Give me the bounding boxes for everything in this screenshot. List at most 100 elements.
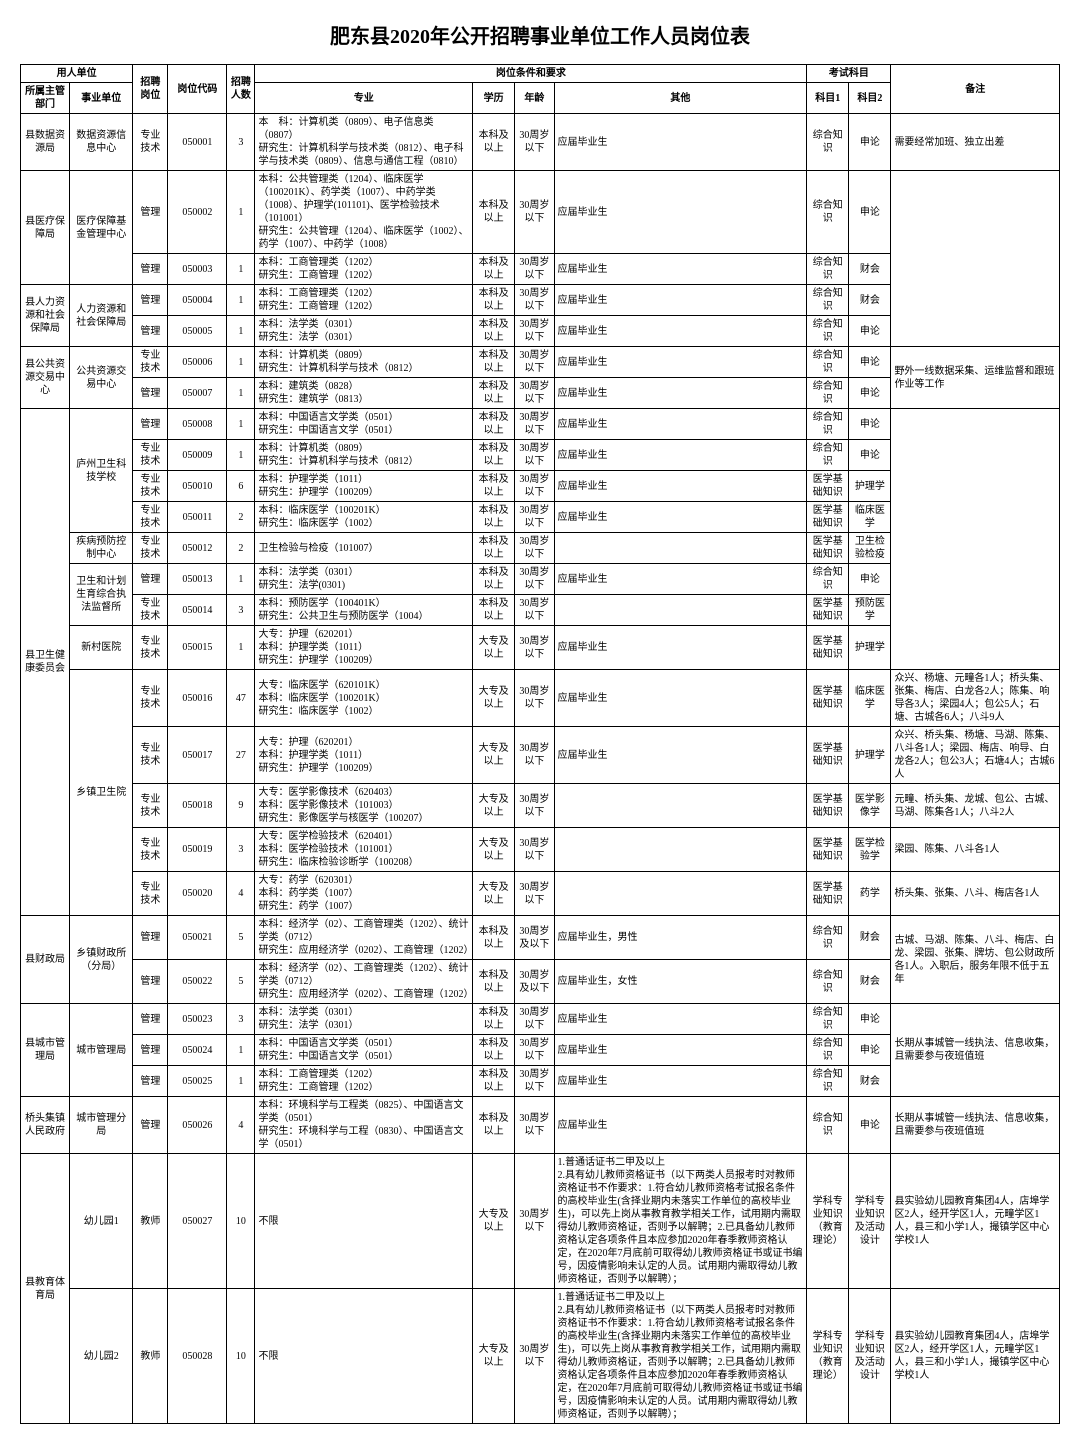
cell-edu: 本科及以上 <box>473 378 515 409</box>
cell-num: 3 <box>227 595 255 626</box>
cell-sub2: 申论 <box>849 1097 891 1154</box>
cell-note <box>891 409 1060 670</box>
cell-sub2: 护理学 <box>849 471 891 502</box>
cell-sub2: 申论 <box>849 1004 891 1035</box>
cell-major: 本科：中国语言文学类（0501） 研究生：中国语言文学（0501） <box>255 1035 473 1066</box>
table-row: 专业技术05001727大专：护理（620201） 本科：护理学类（1011） … <box>21 727 1060 784</box>
cell-post: 管理 <box>133 378 168 409</box>
cell-code: 050026 <box>168 1097 227 1154</box>
cell-age: 30周岁及以下 <box>515 960 554 1004</box>
cell-edu: 本科及以上 <box>473 916 515 960</box>
cell-num: 10 <box>227 1289 255 1424</box>
cell-other: 应届毕业生 <box>554 502 807 533</box>
cell-age: 30周岁以下 <box>515 626 554 670</box>
cell-dept2: 城市管理局 <box>70 1004 133 1097</box>
cell-code: 050017 <box>168 727 227 784</box>
cell-edu: 本科及以上 <box>473 409 515 440</box>
cell-major: 本科：经济学（02）、工商管理类（1202）、统计学类（0712） 研究生：应用… <box>255 960 473 1004</box>
cell-age: 30周岁以下 <box>515 1097 554 1154</box>
cell-edu: 本科及以上 <box>473 171 515 254</box>
cell-edu: 本科及以上 <box>473 564 515 595</box>
cell-code: 050016 <box>168 670 227 727</box>
h-sub2: 科目2 <box>849 83 891 114</box>
cell-edu: 大专及以上 <box>473 727 515 784</box>
cell-major: 本科：临床医学（100201K） 研究生：临床医学（1002） <box>255 502 473 533</box>
cell-sub1: 学科专业知识（教育理论） <box>807 1154 849 1289</box>
table-row: 县公共资源交易中心公共资源交易中心专业技术0500061本科：计算机类（0809… <box>21 347 1060 378</box>
h-code: 岗位代码 <box>168 65 227 114</box>
cell-num: 1 <box>227 316 255 347</box>
h-age: 年龄 <box>515 83 554 114</box>
cell-num: 1 <box>227 440 255 471</box>
h-major: 专业 <box>255 83 473 114</box>
cell-sub1: 综合知识 <box>807 564 849 595</box>
cell-post: 管理 <box>133 316 168 347</box>
cell-major: 本科：工商管理类（1202） 研究生：工商管理（1202） <box>255 254 473 285</box>
table-row: 县城市管理局城市管理局管理0500233本科：法学类（0301） 研究生：法学（… <box>21 1004 1060 1035</box>
cell-dept1: 县公共资源交易中心 <box>21 347 70 409</box>
cell-age: 30周岁以下 <box>515 1004 554 1035</box>
cell-sub2: 申论 <box>849 114 891 171</box>
cell-sub1: 综合知识 <box>807 1066 849 1097</box>
cell-dept2: 乡镇卫生院 <box>70 670 133 916</box>
table-row: 乡镇卫生院专业技术05001647大专：临床医学（620101K） 本科：临床医… <box>21 670 1060 727</box>
cell-post: 专业技术 <box>133 727 168 784</box>
cell-post: 专业技术 <box>133 533 168 564</box>
cell-code: 050011 <box>168 502 227 533</box>
cell-major: 本科：中国语言文学类（0501） 研究生：中国语言文学（0501） <box>255 409 473 440</box>
cell-sub1: 医学基础知识 <box>807 471 849 502</box>
cell-dept2: 幼儿园1 <box>70 1154 133 1289</box>
cell-major: 本科：工商管理类（1202） 研究生：工商管理（1202） <box>255 1066 473 1097</box>
cell-other: 应届毕业生 <box>554 440 807 471</box>
cell-edu: 本科及以上 <box>473 1097 515 1154</box>
cell-sub2: 申论 <box>849 316 891 347</box>
cell-other: 应届毕业生 <box>554 564 807 595</box>
cell-num: 1 <box>227 171 255 254</box>
cell-other: 应届毕业生 <box>554 1066 807 1097</box>
cell-other: 应届毕业生 <box>554 1097 807 1154</box>
cell-dept2: 公共资源交易中心 <box>70 347 133 409</box>
cell-post: 专业技术 <box>133 670 168 727</box>
cell-major: 不限 <box>255 1154 473 1289</box>
cell-code: 050006 <box>168 347 227 378</box>
cell-dept1: 县城市管理局 <box>21 1004 70 1097</box>
cell-num: 1 <box>227 564 255 595</box>
table-body: 县数据资源局数据资源信息中心专业技术0500013本 科：计算机类（0809）、… <box>21 114 1060 1424</box>
cell-dept1: 县医疗保障局 <box>21 171 70 285</box>
cell-sub1: 综合知识 <box>807 285 849 316</box>
cell-post: 教师 <box>133 1289 168 1424</box>
cell-num: 1 <box>227 378 255 409</box>
cell-other: 1.普通话证书二甲及以上 2.具有幼儿教师资格证书（以下两类人员报考时对教师资格… <box>554 1154 807 1289</box>
cell-sub1: 综合知识 <box>807 347 849 378</box>
cell-edu: 大专及以上 <box>473 1289 515 1424</box>
cell-post: 专业技术 <box>133 502 168 533</box>
cell-note: 众兴、桥头集、杨塘、马湖、陈集、八斗各1人；梁园、梅店、响导、白龙各2人；包公3… <box>891 727 1060 784</box>
cell-note: 元疃、桥头集、龙城、包公、古城、马湖、陈集各1人；八斗2人 <box>891 784 1060 828</box>
cell-sub2: 药学 <box>849 872 891 916</box>
cell-num: 6 <box>227 471 255 502</box>
cell-note <box>891 171 1060 347</box>
cell-sub2: 申论 <box>849 171 891 254</box>
cell-sub2: 医学检验学 <box>849 828 891 872</box>
cell-note: 县实验幼儿园教育集团4人，店埠学区2人，经开学区1人，元疃学区1人，县三和小学1… <box>891 1289 1060 1424</box>
cell-major: 本科：护理学类（1011） 研究生：护理学（100209） <box>255 471 473 502</box>
cell-post: 管理 <box>133 171 168 254</box>
cell-post: 专业技术 <box>133 828 168 872</box>
cell-age: 30周岁以下 <box>515 440 554 471</box>
cell-other: 应届毕业生 <box>554 409 807 440</box>
cell-num: 47 <box>227 670 255 727</box>
cell-sub2: 财会 <box>849 1066 891 1097</box>
cell-sub2: 财会 <box>849 960 891 1004</box>
cell-note: 需要经常加班、独立出差 <box>891 114 1060 171</box>
cell-sub1: 医学基础知识 <box>807 533 849 564</box>
cell-edu: 大专及以上 <box>473 828 515 872</box>
cell-major: 本科：法学类（0301） 研究生：法学（0301） <box>255 316 473 347</box>
cell-num: 27 <box>227 727 255 784</box>
cell-sub2: 临床医学 <box>849 670 891 727</box>
cell-sub1: 综合知识 <box>807 1097 849 1154</box>
table-row: 县教育体育局幼儿园1教师05002710不限大专及以上30周岁以下1.普通话证书… <box>21 1154 1060 1289</box>
cell-sub1: 综合知识 <box>807 440 849 471</box>
cell-edu: 大专及以上 <box>473 872 515 916</box>
cell-num: 1 <box>227 626 255 670</box>
cell-post: 专业技术 <box>133 471 168 502</box>
